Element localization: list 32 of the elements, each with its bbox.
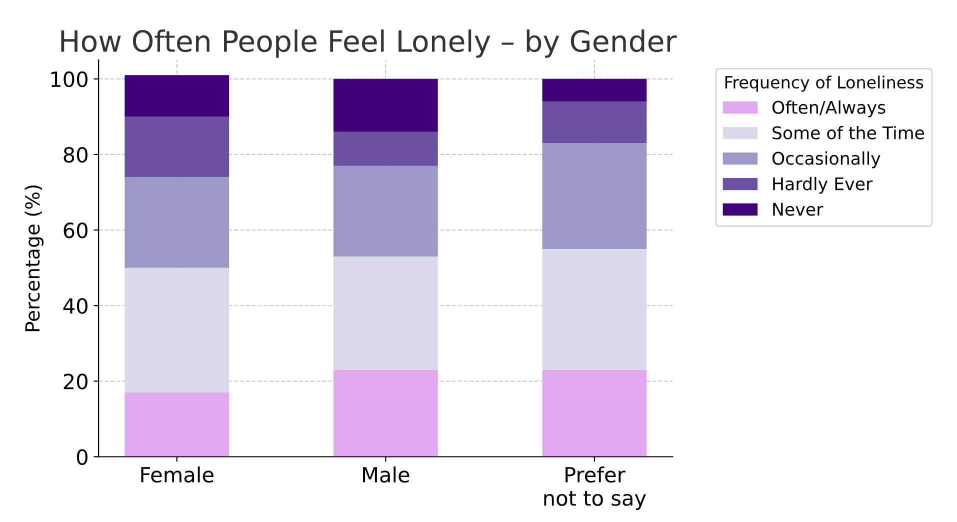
bar [124,75,230,117]
legend-label: Often/Always [772,100,886,118]
bar [542,78,647,102]
bar [333,256,438,370]
bar [124,392,230,457]
bar [542,102,647,144]
legend-label: Occasionally [772,151,880,168]
y-axis-title: Percentage (%) [24,185,44,332]
legend-label: Some of the Time [772,126,924,140]
bar [124,177,230,268]
legend-label: Never [773,202,824,216]
bar [333,132,438,166]
y-tick-label: 100 [51,71,88,88]
y-tick-label: 60 [64,222,88,238]
y-tick-label: 0 [76,449,88,465]
x-tick-label: Female [141,466,214,483]
bar [542,143,647,249]
bar [542,370,647,457]
y-tick-label: 40 [63,298,88,314]
bar [333,166,438,256]
x-tick-label: Male [363,466,410,483]
legend-title: Frequency of Loneliness [725,76,924,92]
bar [333,370,438,457]
x-tick-label: Prefer not to say [544,466,646,510]
chart-title: How Often People Feel Lonely – by Gender [61,30,677,58]
legend-label: Hardly Ever [773,176,873,194]
bar [333,78,438,132]
y-tick-label: 20 [64,374,88,390]
bar [124,268,230,393]
bar [542,248,647,370]
y-tick-label: 80 [64,146,88,163]
bar [124,116,230,178]
